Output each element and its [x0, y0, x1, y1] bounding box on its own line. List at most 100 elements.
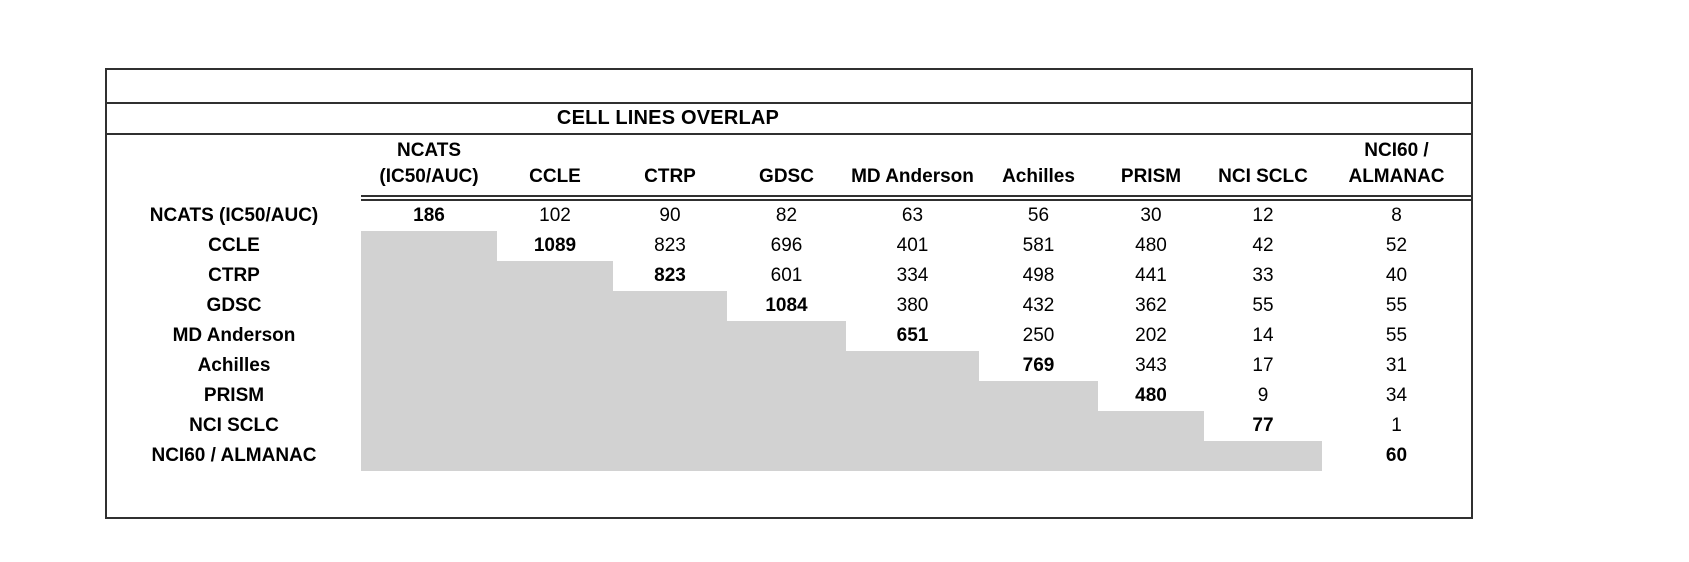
empty-row: [107, 70, 1471, 104]
value-cell: [497, 441, 613, 471]
value-cell: [497, 261, 613, 291]
value-cell: 1089: [533, 235, 577, 256]
value-cell: [361, 381, 497, 411]
value-cell: [361, 231, 497, 261]
value-cell: [361, 291, 497, 321]
row-label: NCATS (IC50/AUC): [149, 205, 319, 226]
value-cell: [1098, 411, 1204, 441]
value-cell: 90: [659, 205, 681, 226]
value-cell: [727, 411, 846, 441]
value-cell: 12: [1252, 205, 1274, 226]
column-header: NCI SCLC: [1204, 135, 1322, 201]
value-cell: 202: [1135, 325, 1167, 346]
value-cell: [846, 411, 979, 441]
value-cell: 55: [1385, 325, 1408, 346]
value-cell: 441: [1135, 265, 1167, 286]
table-title: CELL LINES OVERLAP: [556, 107, 780, 129]
value-cell: 30: [1140, 205, 1162, 226]
column-header: CCLE: [497, 135, 613, 201]
value-cell: 102: [539, 205, 571, 226]
header-corner: [107, 135, 361, 201]
value-cell: 82: [775, 205, 798, 226]
value-cell: 31: [1385, 355, 1408, 376]
value-cell: 480: [1135, 385, 1167, 406]
value-cell: 498: [1022, 265, 1055, 286]
value-cell: [613, 291, 727, 321]
cell-lines-overlap-table: CELL LINES OVERLAP NCATS (IC50/AUC) CCLE CT…: [105, 68, 1473, 519]
value-cell: [497, 411, 613, 441]
value-cell: [979, 411, 1098, 441]
value-cell: 601: [770, 265, 803, 286]
overlap-grid: NCATS (IC50/AUC) CCLE CTRP GDSC MD Anderson Ac…: [107, 135, 1471, 471]
value-cell: 401: [896, 235, 929, 256]
value-cell: 77: [1252, 415, 1274, 436]
column-header: MD Anderson: [846, 135, 979, 201]
value-cell: 480: [1135, 235, 1167, 256]
value-cell: 769: [1022, 355, 1055, 376]
value-cell: [497, 351, 613, 381]
value-cell: [979, 381, 1098, 411]
title-row: CELL LINES OVERLAP: [107, 104, 1471, 135]
bottom-filler: [107, 471, 1471, 517]
value-cell: [613, 321, 727, 351]
value-cell: 380: [896, 295, 929, 316]
value-cell: 55: [1252, 295, 1274, 316]
value-cell: 60: [1385, 445, 1408, 466]
value-cell: [727, 321, 846, 351]
value-cell: [361, 261, 497, 291]
value-cell: [846, 441, 979, 471]
value-cell: 1084: [765, 295, 808, 316]
value-cell: 34: [1385, 385, 1408, 406]
value-cell: [497, 381, 613, 411]
value-cell: [727, 351, 846, 381]
value-cell: [613, 411, 727, 441]
value-cell: 186: [413, 205, 445, 226]
value-cell: 8: [1391, 205, 1402, 226]
value-cell: 362: [1135, 295, 1167, 316]
value-cell: [727, 441, 846, 471]
value-cell: 581: [1022, 235, 1055, 256]
column-header: NCI60 /ALMANAC: [1322, 135, 1471, 201]
value-cell: 33: [1252, 265, 1274, 286]
row-label: Achilles: [197, 355, 271, 376]
value-cell: [727, 381, 846, 411]
row-label: PRISM: [203, 385, 265, 406]
value-cell: 63: [901, 205, 924, 226]
column-header: NCATS (IC50/AUC): [361, 135, 497, 201]
value-cell: 250: [1022, 325, 1055, 346]
row-label: NCI SCLC: [189, 415, 279, 436]
value-cell: 40: [1385, 265, 1408, 286]
value-cell: [613, 351, 727, 381]
column-header: GDSC: [727, 135, 846, 201]
value-cell: [361, 351, 497, 381]
value-cell: [361, 441, 497, 471]
value-cell: 52: [1385, 235, 1408, 256]
value-cell: [361, 411, 497, 441]
value-cell: [361, 321, 497, 351]
row-label: GDSC: [206, 295, 262, 316]
value-cell: 823: [654, 235, 686, 256]
value-cell: 432: [1022, 295, 1055, 316]
row-label: NCI60 / ALMANAC: [151, 445, 317, 466]
row-label: CCLE: [208, 235, 260, 256]
value-cell: [497, 291, 613, 321]
value-cell: 42: [1252, 235, 1274, 256]
value-cell: 823: [654, 265, 686, 286]
value-cell: 651: [896, 325, 929, 346]
value-cell: [846, 351, 979, 381]
value-cell: 17: [1252, 355, 1274, 376]
row-label: CTRP: [208, 265, 260, 286]
value-cell: 14: [1252, 325, 1274, 346]
row-label: MD Anderson: [172, 325, 296, 346]
value-cell: [1098, 441, 1204, 471]
value-cell: 343: [1135, 355, 1167, 376]
value-cell: [1204, 441, 1322, 471]
value-cell: [613, 441, 727, 471]
value-cell: 55: [1385, 295, 1408, 316]
column-header: CTRP: [613, 135, 727, 201]
value-cell: [979, 441, 1098, 471]
column-header: Achilles: [979, 135, 1098, 201]
value-cell: 56: [1027, 205, 1050, 226]
value-cell: 334: [896, 265, 929, 286]
